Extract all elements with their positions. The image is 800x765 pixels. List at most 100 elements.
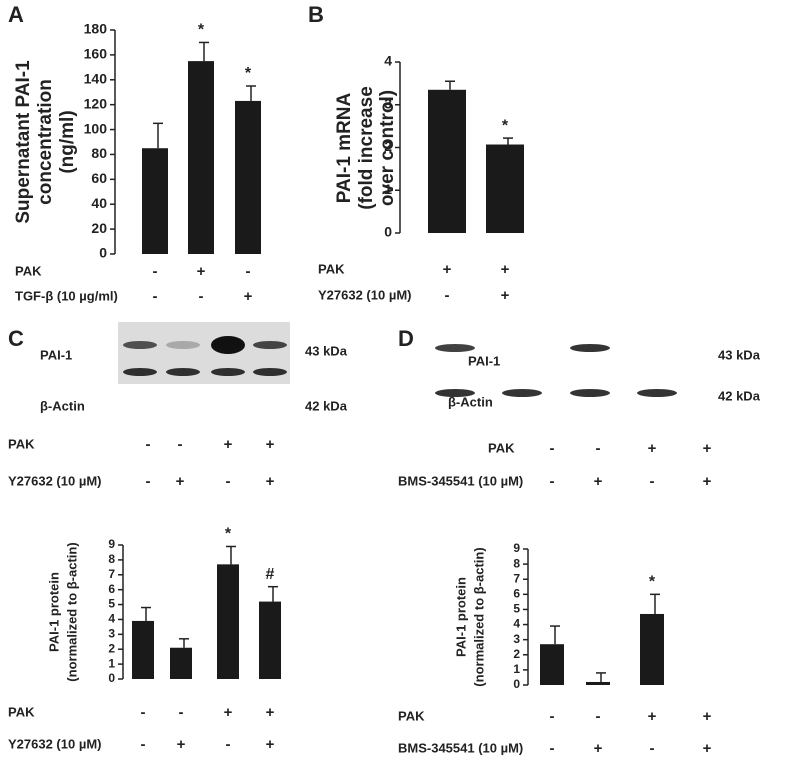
condition-sign: - bbox=[550, 708, 555, 725]
condition-label: PAK bbox=[8, 436, 35, 451]
blot-band bbox=[570, 389, 610, 397]
y-tick-label: 4 bbox=[108, 612, 115, 626]
condition-sign: - bbox=[153, 263, 158, 280]
blot-band bbox=[166, 368, 200, 376]
condition-sign: + bbox=[244, 288, 253, 305]
condition-sign: - bbox=[226, 473, 231, 490]
band-size: 42 kDa bbox=[718, 388, 761, 403]
y-tick-label: 160 bbox=[84, 46, 108, 62]
bar bbox=[428, 89, 466, 233]
condition-sign: - bbox=[153, 288, 158, 305]
bar bbox=[540, 644, 564, 685]
significance-mark: * bbox=[245, 65, 252, 82]
band-label: PAI-1 bbox=[468, 353, 500, 368]
y-tick-label: 3 bbox=[513, 632, 520, 646]
y-tick-label: 4 bbox=[513, 617, 520, 631]
bar bbox=[486, 144, 524, 233]
y-axis-label: (fold increase bbox=[356, 86, 377, 210]
blot-band bbox=[123, 341, 157, 349]
condition-sign: + bbox=[443, 261, 452, 278]
condition-sign: + bbox=[703, 473, 712, 490]
y-tick-label: 100 bbox=[84, 120, 108, 136]
condition-sign: - bbox=[141, 736, 146, 753]
y-tick-label: 0 bbox=[513, 677, 520, 691]
bar bbox=[142, 148, 168, 254]
blot-band bbox=[123, 368, 157, 376]
band-label: PAI-1 bbox=[40, 347, 72, 362]
significance-mark: * bbox=[198, 22, 205, 39]
panel-letter: C bbox=[8, 326, 24, 351]
y-tick-label: 1 bbox=[108, 656, 115, 670]
condition-label: PAK bbox=[398, 708, 425, 723]
condition-sign: - bbox=[650, 740, 655, 757]
y-tick-label: 180 bbox=[84, 21, 108, 37]
bar bbox=[586, 681, 610, 685]
panel-letter: A bbox=[8, 2, 24, 27]
y-tick-label: 8 bbox=[513, 556, 520, 570]
condition-sign: + bbox=[594, 473, 603, 490]
condition-sign: + bbox=[266, 736, 275, 753]
y-tick-label: 5 bbox=[513, 602, 520, 616]
significance-mark: # bbox=[266, 566, 275, 583]
y-tick-label: 9 bbox=[108, 537, 115, 551]
condition-sign: - bbox=[141, 704, 146, 721]
y-tick-label: 6 bbox=[513, 587, 520, 601]
condition-sign: + bbox=[224, 704, 233, 721]
condition-sign: - bbox=[226, 736, 231, 753]
condition-sign: + bbox=[197, 263, 206, 280]
y-axis-label: (normalized to β-actin) bbox=[471, 547, 486, 686]
condition-sign: - bbox=[550, 473, 555, 490]
condition-sign: - bbox=[596, 440, 601, 457]
condition-sign: + bbox=[266, 436, 275, 453]
condition-label: BMS-345541 (10 µM) bbox=[398, 473, 523, 488]
y-tick-label: 0 bbox=[108, 671, 115, 685]
blot-band bbox=[166, 341, 200, 349]
condition-sign: + bbox=[648, 440, 657, 457]
y-tick-label: 0 bbox=[99, 245, 107, 261]
condition-sign: - bbox=[146, 436, 151, 453]
condition-sign: - bbox=[179, 704, 184, 721]
condition-label: TGF-β (10 µg/ml) bbox=[15, 288, 118, 303]
y-tick-label: 4 bbox=[384, 53, 392, 69]
condition-sign: + bbox=[177, 736, 186, 753]
band-label: β-Actin bbox=[448, 394, 493, 409]
condition-sign: - bbox=[650, 473, 655, 490]
condition-label: Y27632 (10 µM) bbox=[318, 287, 411, 302]
y-axis-label: over control) bbox=[377, 90, 398, 206]
y-axis-label: PAI-1 protein bbox=[453, 577, 468, 657]
condition-label: Y27632 (10 µM) bbox=[8, 473, 101, 488]
bar bbox=[217, 564, 239, 679]
y-tick-label: 2 bbox=[108, 641, 115, 655]
y-tick-label: 20 bbox=[91, 220, 107, 236]
condition-sign: + bbox=[703, 740, 712, 757]
significance-mark: * bbox=[225, 526, 232, 543]
blot-band bbox=[502, 389, 542, 397]
blot-band bbox=[211, 336, 245, 354]
condition-label: PAK bbox=[15, 263, 42, 278]
y-axis-label: concentration bbox=[35, 79, 56, 205]
y-tick-label: 120 bbox=[84, 95, 108, 111]
condition-sign: - bbox=[550, 440, 555, 457]
y-tick-label: 5 bbox=[108, 597, 115, 611]
y-tick-label: 60 bbox=[91, 170, 107, 186]
condition-label: PAK bbox=[488, 440, 515, 455]
y-tick-label: 8 bbox=[108, 552, 115, 566]
condition-sign: + bbox=[501, 261, 510, 278]
panel-letter: B bbox=[308, 2, 324, 27]
significance-mark: * bbox=[502, 117, 509, 134]
condition-sign: - bbox=[445, 287, 450, 304]
condition-sign: + bbox=[266, 704, 275, 721]
y-tick-label: 7 bbox=[108, 567, 115, 581]
condition-sign: + bbox=[594, 740, 603, 757]
condition-sign: + bbox=[703, 440, 712, 457]
y-axis-label: Supernatant PAI-1 bbox=[13, 60, 34, 224]
blot-band bbox=[435, 389, 475, 397]
y-axis-label: PAI-1 mRNA bbox=[334, 92, 355, 203]
y-tick-label: 80 bbox=[91, 145, 107, 161]
y-axis-label: (normalized to β-actin) bbox=[64, 542, 79, 681]
condition-sign: + bbox=[266, 473, 275, 490]
band-size: 43 kDa bbox=[305, 343, 348, 358]
condition-sign: - bbox=[550, 740, 555, 757]
condition-label: PAK bbox=[8, 704, 35, 719]
